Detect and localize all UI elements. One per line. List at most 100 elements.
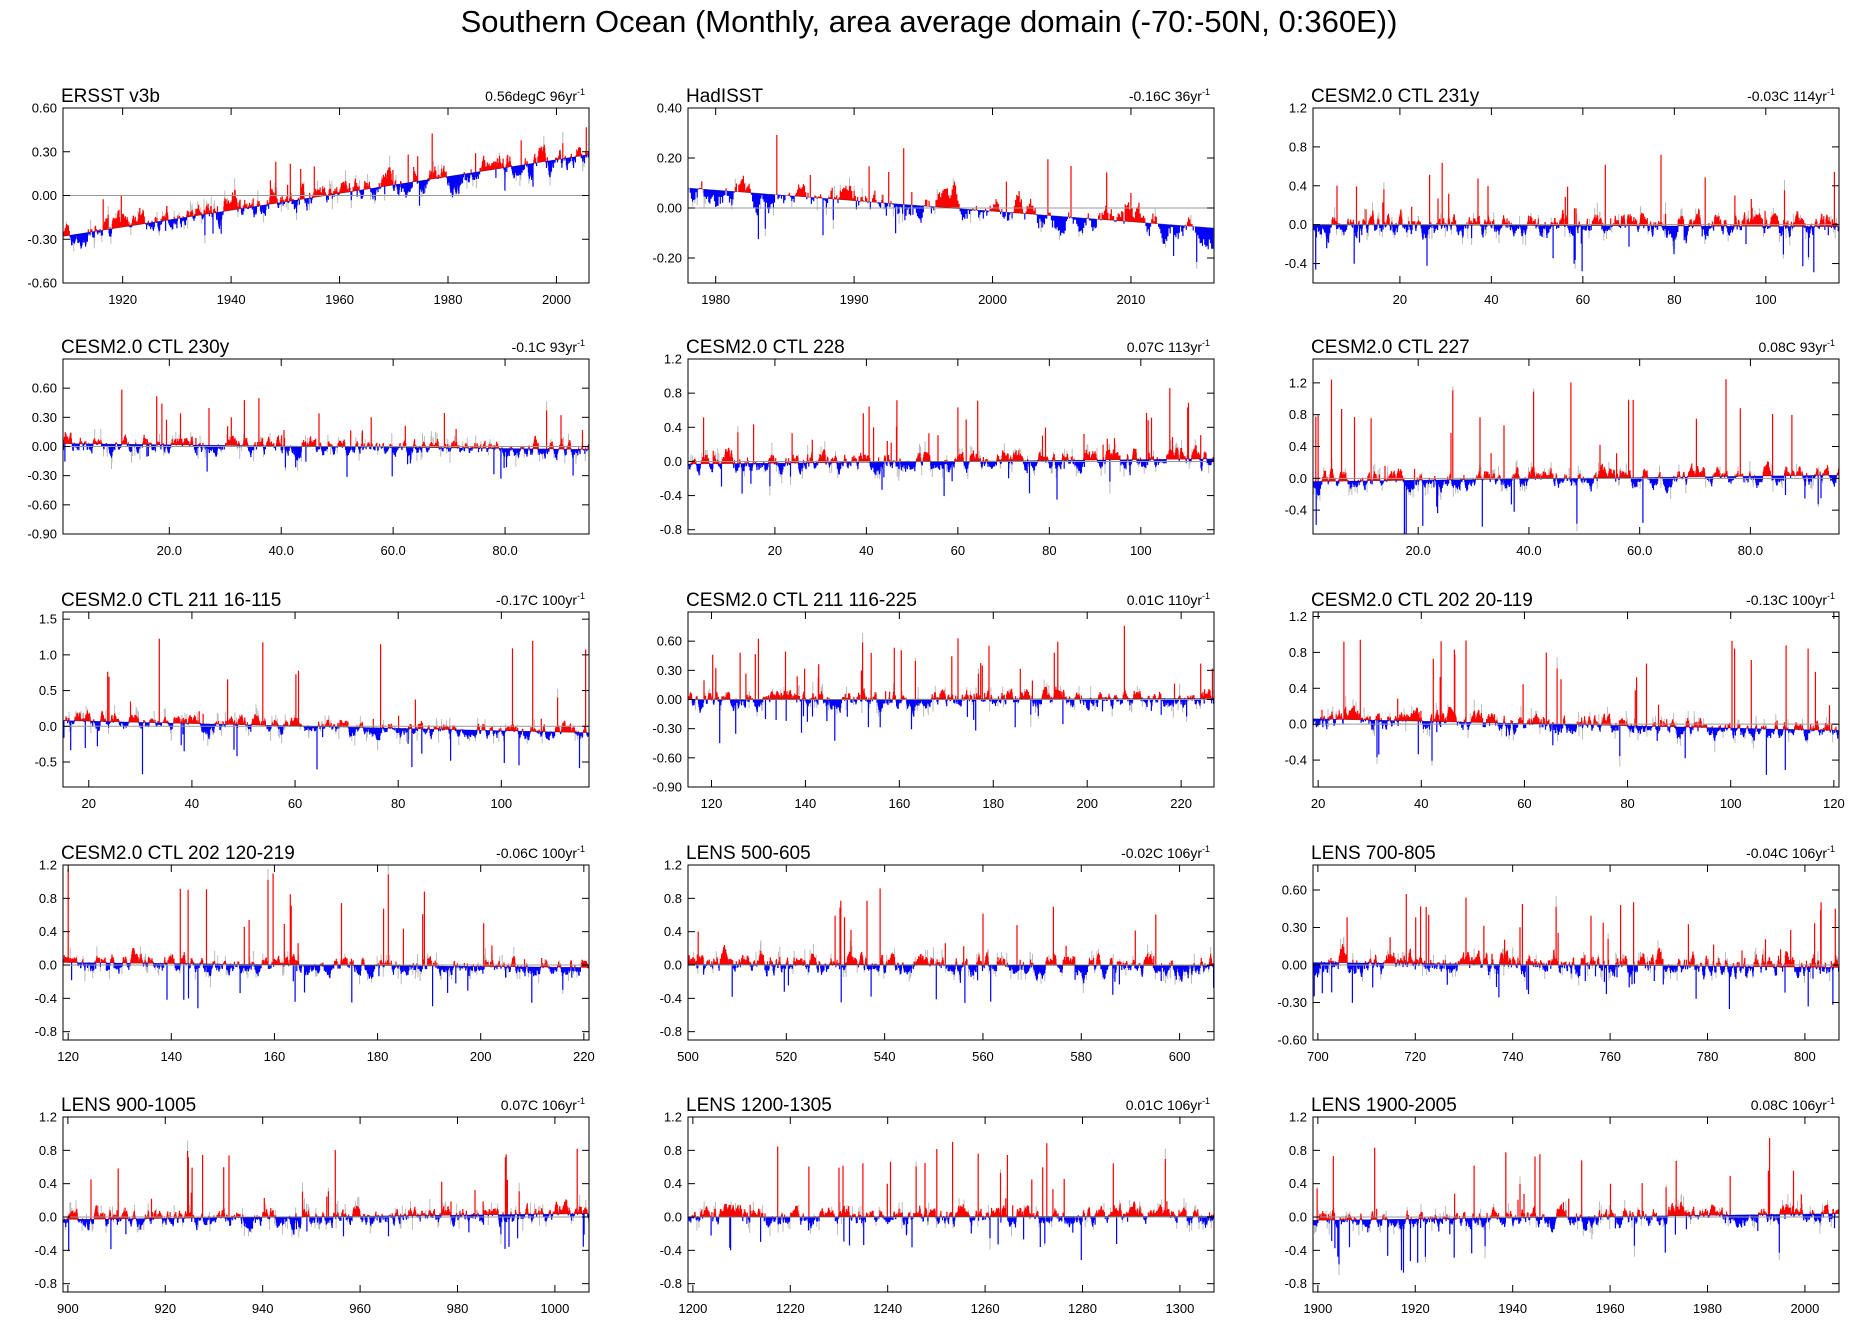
y-tick-label: -0.60 (27, 276, 57, 291)
trend-annotation: -0.04C 106yr-1 (1746, 844, 1835, 861)
y-tick-label: -0.4 (35, 991, 57, 1006)
y-tick-label: 0.0 (1289, 217, 1307, 232)
y-tick-label: 1.2 (1289, 101, 1307, 116)
x-tick-label: 540 (874, 1049, 896, 1064)
y-tick-label: 0.00 (657, 692, 682, 707)
y-tick-label: -0.30 (27, 232, 57, 247)
panel-title: CESM2.0 CTL 211 116-225 (686, 590, 917, 611)
y-tick-label: 1.2 (664, 858, 682, 873)
negative-anomaly-bars (688, 964, 1214, 1003)
y-tick-label: 0.0 (39, 958, 57, 973)
x-tick-label: 100 (490, 796, 512, 811)
y-tick-label: 1.2 (1289, 1110, 1307, 1125)
x-tick-label: 720 (1404, 1049, 1426, 1064)
x-tick-label: 20 (1393, 292, 1407, 307)
trend-exponent: -1 (1202, 591, 1210, 601)
trend-exponent: -1 (1202, 338, 1210, 348)
positive-anomaly-bars (688, 1141, 1214, 1217)
y-tick-label: 0.30 (32, 144, 57, 159)
gray-envelope-series (690, 1148, 1212, 1250)
y-tick-label: -0.8 (35, 1276, 57, 1291)
x-tick-label: 780 (1697, 1049, 1719, 1064)
trend-line (687, 187, 1215, 229)
trend-annotation: -0.17C 100yr-1 (496, 591, 585, 608)
x-tick-label: 120 (1823, 796, 1845, 811)
trend-line (62, 443, 590, 450)
bar-series (1313, 639, 1839, 775)
trend-value: -0.16C 36yr (1129, 88, 1202, 104)
x-tick-label: 80.0 (1738, 543, 1763, 558)
panel-title: CESM2.0 CTL 227 (1311, 337, 1470, 358)
x-tick-label: 180 (982, 796, 1004, 811)
trend-value: 0.01C 110yr (1127, 592, 1203, 608)
chart-panel: 20 40 60 80 100 -0.4 0.0 0.4 0.8 1.2 CESM2.0 CTL 2… (1285, 86, 1840, 307)
y-tick-label: 0.5 (39, 683, 57, 698)
y-tick-label: 0.0 (1289, 717, 1307, 732)
panel-title: LENS 1200-1305 (686, 1095, 832, 1116)
negative-anomaly-bars (688, 1216, 1214, 1261)
x-tick-label: 700 (1307, 1049, 1329, 1064)
panel-title: CESM2.0 CTL 211 16-115 (61, 590, 281, 611)
trend-annotation: 0.08C 93yr-1 (1759, 338, 1836, 355)
positive-anomaly-bars (63, 389, 589, 450)
trend-line (62, 1213, 590, 1220)
y-tick-label: -0.30 (1277, 995, 1307, 1010)
negative-anomaly-bars (63, 1213, 589, 1251)
y-tick-label: 0.8 (1289, 645, 1307, 660)
chart-panel: 500 520 540 560 580 600 -0.8 -0.4 0.0 0.4 0.8 1.2 LE… (660, 843, 1215, 1064)
negative-anomaly-bars (688, 188, 1214, 262)
x-tick-label: 2000 (978, 292, 1007, 307)
trend-annotation: 0.08C 106yr-1 (1751, 1096, 1835, 1113)
x-tick-label: 200 (470, 1049, 492, 1064)
y-tick-label: 0.00 (32, 188, 57, 203)
bar-series (63, 1140, 589, 1252)
trend-exponent: -1 (1202, 87, 1210, 97)
trend-line (62, 962, 590, 968)
negative-anomaly-bars (688, 458, 1214, 500)
plot-frame (687, 358, 1215, 535)
x-tick-label: 2000 (542, 292, 571, 307)
trend-line (687, 698, 1215, 700)
y-tick-label: -0.90 (27, 527, 57, 542)
x-tick-label: 1000 (540, 1301, 569, 1316)
trend-exponent: -1 (1202, 844, 1210, 854)
y-tick-label: 0.0 (664, 958, 682, 973)
x-tick-label: 1220 (776, 1301, 805, 1316)
panel-title: CESM2.0 CTL 202 120-219 (61, 843, 295, 864)
x-tick-label: 180 (367, 1049, 389, 1064)
y-tick-label: 1.2 (39, 1110, 57, 1125)
x-tick-label: 160 (264, 1049, 286, 1064)
chart-panel: 20.0 40.0 60.0 80.0 -0.90 -0.60 -0.30 0.00 0.30 0… (27, 337, 590, 558)
gray-envelope-series (68, 688, 584, 754)
y-tick-label: 0.00 (657, 201, 682, 216)
negative-anomaly-bars (1313, 962, 1839, 1009)
x-tick-label: 1920 (108, 292, 137, 307)
y-tick-label: -0.4 (660, 1243, 682, 1258)
y-tick-label: 0.8 (1289, 1143, 1307, 1158)
x-tick-label: 520 (775, 1049, 797, 1064)
y-tick-label: -0.4 (1285, 503, 1307, 518)
x-tick-label: 1960 (1596, 1301, 1625, 1316)
positive-anomaly-bars (63, 127, 589, 237)
x-tick-label: 2000 (1790, 1301, 1819, 1316)
negative-anomaly-bars (1313, 224, 1839, 273)
y-tick-label: 0.4 (1289, 439, 1307, 454)
positive-anomaly-bars (1316, 1138, 1839, 1221)
x-tick-label: 1980 (1693, 1301, 1722, 1316)
y-tick-label: -0.4 (1285, 256, 1307, 271)
plot-frame (687, 1116, 1215, 1293)
trend-exponent: -1 (1202, 1096, 1210, 1106)
trend-line (62, 154, 590, 237)
y-tick-label: 0.8 (664, 891, 682, 906)
negative-anomaly-bars (1313, 1213, 1836, 1273)
trend-line (62, 720, 590, 734)
bar-series (1313, 1138, 1839, 1276)
x-tick-label: 560 (972, 1049, 994, 1064)
y-tick-label: 1.2 (1289, 609, 1307, 624)
x-tick-label: 1240 (873, 1301, 902, 1316)
x-tick-label: 2010 (1116, 292, 1145, 307)
y-tick-label: -0.60 (1277, 1033, 1307, 1048)
trend-exponent: -1 (1827, 338, 1835, 348)
trend-value: -0.03C 114yr (1747, 88, 1827, 104)
x-tick-label: 20.0 (157, 543, 182, 558)
